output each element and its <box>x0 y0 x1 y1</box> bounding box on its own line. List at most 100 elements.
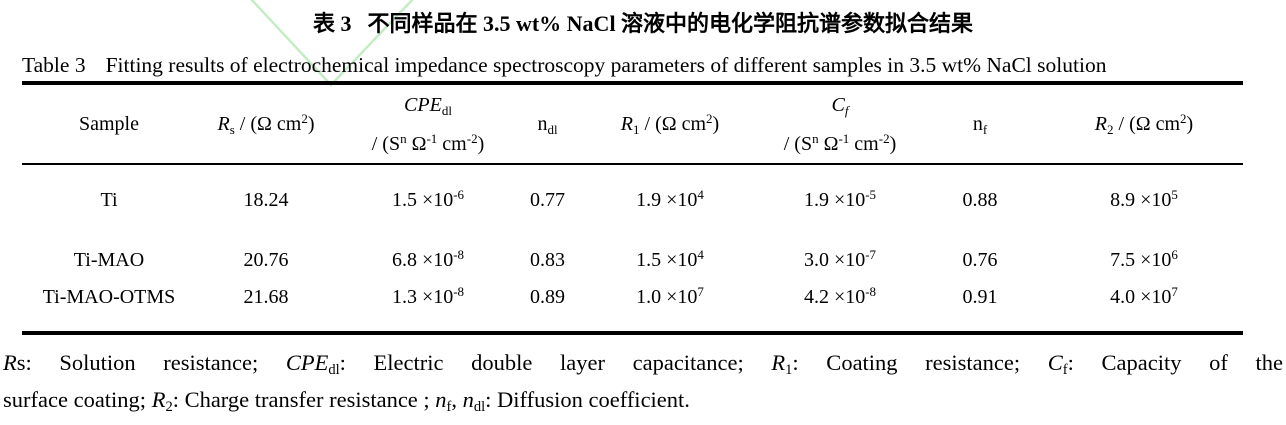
col-header-cf: Cf / (Sn Ω-1 cm-2) <box>765 83 915 165</box>
cf-header-stack: Cf / (Sn Ω-1 cm-2) <box>765 89 915 159</box>
cpe-unit-line: / (Sn Ω-1 cm-2) <box>336 131 520 156</box>
cf-unit-text: cm <box>849 133 879 155</box>
footnote-cpe-symbol: CPE <box>285 350 329 375</box>
value-mantissa: 3.0 ×10 <box>803 248 866 271</box>
eis-fitting-table: Sample Rs / (Ω cm2) CPEdl / (Sn Ω-1 cm-2… <box>22 81 1243 335</box>
cpe-unit-text: Ω <box>406 133 427 155</box>
cf-subscript: f <box>844 103 849 118</box>
cell-cf: 1.9 ×10-5 <box>765 164 915 235</box>
cf-unit-exp-2: -2 <box>878 131 890 146</box>
english-title-text: Fitting results of electrochemical imped… <box>105 53 1107 77</box>
col-header-ndl: ndl <box>520 83 575 165</box>
cell-sample: Ti-MAO <box>73 248 145 271</box>
footnote-text: surface coating; <box>3 387 152 412</box>
footnote-text: : Charge transfer resistance ; <box>172 387 436 412</box>
cell-cpe: 1.5 ×10-6 <box>336 164 520 235</box>
col-header-sample: Sample <box>22 83 196 165</box>
cell-ndl: 0.89 <box>530 286 565 308</box>
col-header-rs: Rs / (Ω cm2) <box>196 83 336 165</box>
cf-unit-exp-1: -1 <box>838 131 850 146</box>
table-row: Ti-MAO 20.76 6.8 ×10-8 0.83 1.5 ×104 3.0… <box>22 235 1243 285</box>
footnote-text: : Coating resistance; <box>792 350 1048 375</box>
cell-nf: 0.91 <box>962 286 998 308</box>
footnote-nf-subscript: f <box>446 399 452 415</box>
footnote-text: : Diffusion coefficient. <box>485 387 690 412</box>
footnote-rs-symbol: R <box>3 350 17 375</box>
value-exponent: 4 <box>697 186 704 202</box>
cf-symbol: C <box>831 94 845 116</box>
rs-symbol: R <box>217 112 230 135</box>
rs-unit-text: / (Ω cm <box>234 112 302 135</box>
footnote-line-1: Rs: Solution resistance; CPEdl: Electric… <box>3 347 1283 413</box>
rs-unit-close: ) <box>307 112 315 135</box>
cpe-header-stack: CPEdl / (Sn Ω-1 cm-2) <box>336 89 520 159</box>
cpe-unit-exp-2: -2 <box>466 131 478 146</box>
value-exponent: -5 <box>865 186 877 202</box>
cpe-subscript: dl <box>441 103 452 118</box>
cell-r2: 7.5 ×106 <box>1045 235 1243 285</box>
r2-subscript: 2 <box>1107 121 1114 137</box>
r1-unit-close: ) <box>712 112 720 135</box>
cell-r2: 4.0 ×107 <box>1045 284 1243 333</box>
cell-rs: 18.24 <box>243 188 289 211</box>
cf-unit-text: Ω <box>818 133 839 155</box>
cell-ndl: 0.83 <box>530 248 565 271</box>
r1-symbol: R <box>620 112 634 135</box>
footnote-text: : Electric double layer capacitance; <box>339 350 772 375</box>
value-exponent: -8 <box>453 246 465 262</box>
cpe-symbol-line: CPEdl <box>336 94 520 118</box>
cell-ndl: 0.77 <box>530 188 565 211</box>
footnote-r2-symbol: R <box>151 387 166 412</box>
r1-unit-exp: 2 <box>706 110 713 126</box>
cell-r1: 1.0 ×107 <box>575 284 765 333</box>
chinese-title-label: 表 3 <box>312 11 352 36</box>
chinese-title-text: 不同样品在 3.5 wt% NaCl 溶液中的电化学阻抗谱参数拟合结果 <box>367 11 974 36</box>
value-exponent: 7 <box>697 284 704 299</box>
r1-unit-text: / (Ω cm <box>639 112 707 135</box>
rs-subscript: s <box>229 121 235 137</box>
value-mantissa: 1.9 ×10 <box>636 188 698 211</box>
value-exponent: 5 <box>1171 186 1178 202</box>
rs-unit-exp: 2 <box>301 110 308 126</box>
value-mantissa: 4.0 ×10 <box>1110 286 1172 308</box>
cell-sample: Ti-MAO-OTMS <box>42 286 176 308</box>
cf-symbol-line: Cf <box>765 94 915 118</box>
value-mantissa: 7.5 ×10 <box>1110 248 1172 271</box>
cpe-unit-exp-1: -1 <box>426 131 438 146</box>
footnote-text: : Capacity of the <box>1067 350 1283 375</box>
cell-cpe: 1.3 ×10-8 <box>336 284 520 333</box>
table-row: Ti-MAO-OTMS 21.68 1.3 ×10-8 0.89 1.0 ×10… <box>22 284 1243 333</box>
value-mantissa: 8.9 ×10 <box>1110 188 1172 211</box>
cell-rs: 21.68 <box>243 286 289 308</box>
cell-r2: 8.9 ×105 <box>1045 164 1243 235</box>
cell-nf: 0.88 <box>962 188 998 211</box>
cell-cf: 4.2 ×10-8 <box>765 284 915 333</box>
cell-sample: Ti <box>100 188 118 211</box>
ndl-subscript: dl <box>547 121 558 137</box>
ndl-symbol: n <box>537 112 548 135</box>
cf-unit-close: ) <box>889 133 897 155</box>
cpe-unit-close: ) <box>477 133 485 155</box>
value-mantissa: 6.8 ×10 <box>391 248 454 271</box>
cell-r1: 1.5 ×104 <box>575 235 765 285</box>
footnote-r1-subscript: 1 <box>785 362 793 378</box>
col-header-r2: R2 / (Ω cm2) <box>1045 83 1243 165</box>
footnote-separator: , <box>451 387 463 412</box>
value-mantissa: 1.9 ×10 <box>803 188 866 211</box>
footnote-r2-subscript: 2 <box>165 399 173 415</box>
value-exponent: 7 <box>1171 284 1178 299</box>
value-mantissa: 1.5 ×10 <box>391 188 454 211</box>
cpe-unit-exp-n: n <box>400 131 407 146</box>
cell-r1: 1.9 ×104 <box>575 164 765 235</box>
cf-unit-text: / (S <box>783 133 813 155</box>
value-exponent: 6 <box>1171 246 1178 262</box>
value-exponent: -8 <box>453 284 465 299</box>
cpe-unit-text: cm <box>437 133 467 155</box>
col-header-nf: nf <box>915 83 1045 165</box>
r2-unit-text: / (Ω cm <box>1113 112 1181 135</box>
footnote-cf-symbol: C <box>1047 350 1063 375</box>
col-header-cpe: CPEdl / (Sn Ω-1 cm-2) <box>336 83 520 165</box>
r2-symbol: R <box>1094 112 1108 135</box>
col-header-r1: R1 / (Ω cm2) <box>575 83 765 165</box>
cell-rs: 20.76 <box>243 248 289 271</box>
